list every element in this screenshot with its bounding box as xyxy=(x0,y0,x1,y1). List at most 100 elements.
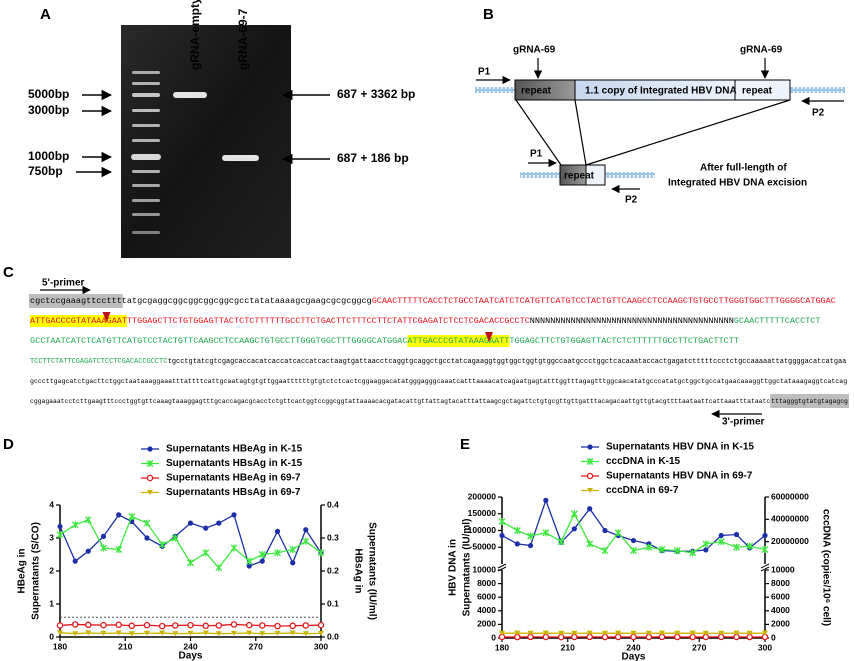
y2-tick-label: 60000000 xyxy=(771,491,809,501)
y-tick-label: 0 xyxy=(49,631,54,641)
point xyxy=(57,630,63,636)
primer-label: P2 xyxy=(625,195,638,206)
y2-tick-label: 40000000 xyxy=(771,514,809,524)
point xyxy=(274,549,281,557)
point xyxy=(615,630,622,636)
point xyxy=(601,547,609,555)
sequence-segment: GCAACTTTTTCACCTCT xyxy=(734,316,821,326)
sequence-line: cggagaaatcctcttgaagtttccctggtgttcaaagtaa… xyxy=(30,398,848,405)
panel-label: C xyxy=(3,264,14,281)
sequence-highlights xyxy=(770,394,849,408)
x-tick-label: 270 xyxy=(692,642,706,652)
sequence-highlights xyxy=(407,335,510,347)
y-tick-label: 2000 xyxy=(477,619,496,629)
point xyxy=(762,630,768,636)
point xyxy=(658,545,666,553)
point xyxy=(246,630,253,636)
grna-label: gRNA-69 xyxy=(513,45,556,56)
y2-tick-label: 4000 xyxy=(771,605,790,615)
point xyxy=(513,527,521,534)
point xyxy=(602,527,608,534)
marker-label: 3000bp xyxy=(28,103,69,117)
y2-axis-label: HBsAg in xyxy=(352,549,363,594)
y2-tick-label: 10000 xyxy=(771,564,795,574)
point xyxy=(289,622,296,630)
point xyxy=(187,621,194,629)
point xyxy=(527,542,534,549)
x-tick-label: 300 xyxy=(758,642,772,652)
point xyxy=(230,621,238,628)
point xyxy=(645,543,653,551)
legend-label: Supernatants HBeAg in K-15 xyxy=(166,444,303,455)
point xyxy=(674,630,681,636)
point xyxy=(172,622,179,629)
point xyxy=(100,630,107,636)
point xyxy=(143,621,151,629)
y-tick-label: 0 xyxy=(491,632,496,642)
point xyxy=(202,622,209,630)
y-tick-label: 2 xyxy=(49,565,54,575)
legend-marker xyxy=(146,474,154,482)
y-tick-label: 1 xyxy=(49,598,54,608)
point xyxy=(302,631,309,637)
y-axis-label: Supernatants (S/CO) xyxy=(31,522,42,620)
sequence-line: GCCTAATCATCTCATGTTCATGTCCTACTGTTCAAGCCTC… xyxy=(30,336,739,346)
point xyxy=(274,630,281,636)
sequence-segment: ATTGACCCGTATAAAGAATT xyxy=(407,336,509,346)
sequence-highlights xyxy=(30,315,127,327)
sequence-segment: TGGAGCTTCTGTGGAGTTACTCTCTTTTTTGCCTTCTGAC… xyxy=(509,336,739,346)
x-tick-label: 240 xyxy=(183,641,197,651)
note: Integrated HBV DNA excision xyxy=(668,178,807,189)
point xyxy=(703,547,709,553)
x-tick-label: 300 xyxy=(314,641,328,651)
note: After full-length of xyxy=(700,163,787,174)
x-axis-label: Days xyxy=(622,652,646,661)
point xyxy=(317,621,325,629)
ladder xyxy=(131,71,161,234)
point xyxy=(158,622,166,630)
point xyxy=(718,532,724,539)
y-tick-label: 3 xyxy=(49,532,54,542)
point xyxy=(587,506,593,512)
gel-band xyxy=(173,92,207,98)
point xyxy=(746,630,753,636)
point xyxy=(100,533,107,539)
point xyxy=(557,538,565,546)
sequence-line: TCCTTCTATTCGAGATCTCCTCGACACCGCCTCtgcctgt… xyxy=(30,358,846,366)
legend-marker xyxy=(587,444,593,450)
legend-label: Supernatants HBV DNA in K-15 xyxy=(606,442,754,453)
point xyxy=(203,525,209,531)
sequence-segment: TCCTTCTATTCGAGATCTCCTCGACACCGCCTC xyxy=(30,358,167,366)
y-axis-label: Supernatants (IU/ml) xyxy=(462,519,473,617)
legend-marker xyxy=(586,458,594,465)
sequence-segment: tttagggtgtatgtagagcg xyxy=(771,398,848,405)
sequence-segment: ATTGACCCGTATAAAGAAT xyxy=(30,316,127,326)
panel-label: B xyxy=(483,6,494,23)
y-tick-label: 50000 xyxy=(472,542,496,552)
point xyxy=(570,510,578,518)
point xyxy=(302,622,310,629)
point xyxy=(230,544,238,552)
point xyxy=(602,630,609,636)
primer-label: 5'-primer xyxy=(42,278,85,289)
point xyxy=(630,537,637,544)
point xyxy=(514,541,520,547)
axis-break xyxy=(497,563,507,572)
point xyxy=(144,630,150,636)
point xyxy=(658,630,665,636)
x-tick-label: 180 xyxy=(53,641,67,651)
point xyxy=(527,630,534,636)
marker-label: 1000bp xyxy=(28,149,69,163)
point xyxy=(259,622,266,629)
repeat-box xyxy=(585,164,606,186)
series-line xyxy=(501,512,766,554)
point xyxy=(542,630,549,636)
point xyxy=(259,558,265,564)
legend-label: Supernatants HBsAg in K-15 xyxy=(166,458,303,469)
panel-label: D xyxy=(3,436,14,453)
y-tick-label: 10000 xyxy=(472,564,496,574)
point xyxy=(258,551,266,558)
primer-label: P2 xyxy=(812,108,825,119)
point xyxy=(84,516,92,524)
y-tick-label: 8000 xyxy=(477,578,496,588)
